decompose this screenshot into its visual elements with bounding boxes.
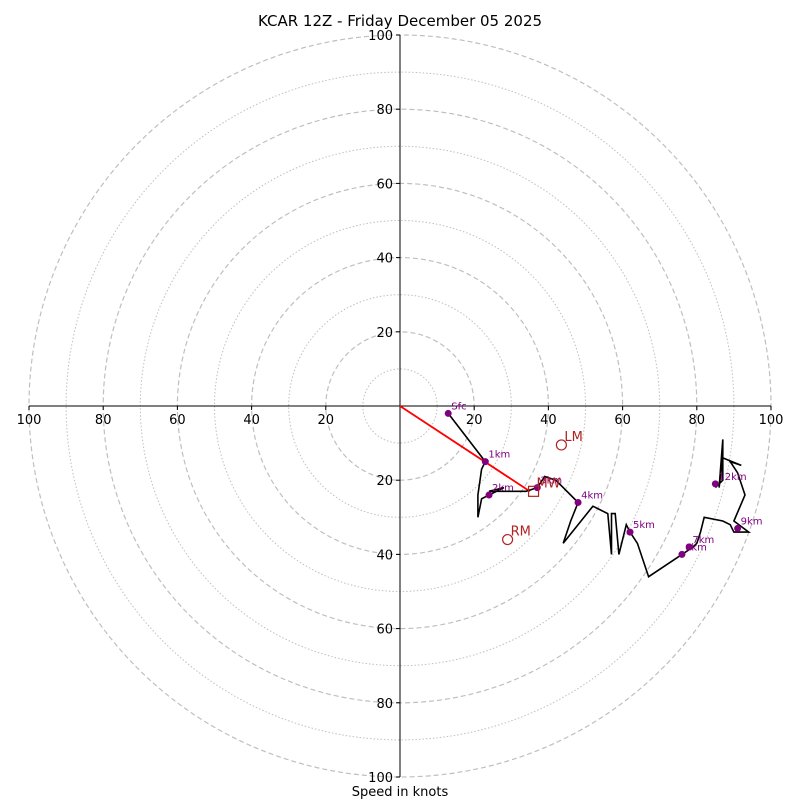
x-axis-label: Speed in knots: [352, 785, 449, 800]
tick-label-y-down: 100: [368, 771, 393, 786]
height-marker-5km: [626, 528, 634, 536]
tick-label-y-down: 20: [376, 474, 393, 489]
height-marker-1km: [481, 458, 489, 466]
height-label-2km: 2km: [492, 483, 514, 494]
height-marker-6km: [678, 550, 686, 558]
tick-label-x-left: 40: [243, 413, 260, 428]
tick-label-x-right: 20: [466, 413, 483, 428]
height-marker-2km: [485, 491, 493, 499]
hodograph-trace-group: [447, 412, 752, 578]
motion-marker-MW: [527, 485, 540, 497]
tick-label-x-left: 60: [169, 413, 186, 428]
bulk-shear-vector: [399, 405, 531, 493]
height-label-3km: 3km: [540, 476, 562, 487]
tick-label-y-up: 100: [368, 29, 393, 44]
shear-vector-group: [399, 405, 531, 493]
tick-label-x-left: 80: [95, 413, 112, 428]
height-marker-12km: [711, 480, 719, 488]
tick-labels: 20 20 20 20 40 40 40 40 60 60 60 60 80 80 80 80 100 100 10…: [17, 29, 784, 786]
height-label-7km: 7km: [692, 535, 714, 546]
tick-label-y-down: 40: [376, 548, 393, 563]
tick-label-x-right: 60: [614, 413, 631, 428]
tick-label-x-right: 80: [689, 413, 706, 428]
motion-marker-LM: [555, 439, 567, 451]
height-label-5km: 5km: [633, 520, 655, 531]
tick-label-y-up: 40: [376, 252, 393, 267]
tick-label-y-up: 60: [376, 177, 393, 192]
height-label-9km: 9km: [741, 516, 763, 527]
height-label-6km: 6km: [685, 542, 707, 553]
height-marker-4km: [574, 498, 582, 506]
tick-label-x-left: 100: [17, 413, 42, 428]
storm-motion-markers: LM RM MW: [501, 430, 583, 546]
motion-label-LM: LM: [564, 430, 582, 445]
height-label-1km: 1km: [488, 450, 510, 461]
motion-label-RM: RM: [511, 525, 531, 540]
height-marker-7km: [685, 543, 693, 551]
motion-label-MW: MW: [537, 476, 561, 491]
tick-label-y-down: 60: [376, 623, 393, 638]
motion-marker-RM: [501, 533, 514, 546]
tick-label-x-left: 20: [318, 413, 335, 428]
tick-label-y-up: 20: [376, 326, 393, 341]
tick-label-y-down: 80: [376, 697, 393, 712]
chart-title: KCAR 12Z - Friday December 05 2025: [258, 12, 542, 30]
tick-label-y-up: 80: [376, 103, 393, 118]
height-marker-9km: [734, 524, 742, 532]
height-label-4km: 4km: [581, 490, 603, 501]
tick-label-x-right: 100: [759, 413, 784, 428]
height-label-Sfc: Sfc: [451, 401, 466, 412]
hodograph-trace: [447, 412, 752, 578]
height-marker-Sfc: [444, 409, 452, 417]
tick-label-x-right: 40: [540, 413, 557, 428]
height-label-12km: 12km: [718, 472, 746, 483]
